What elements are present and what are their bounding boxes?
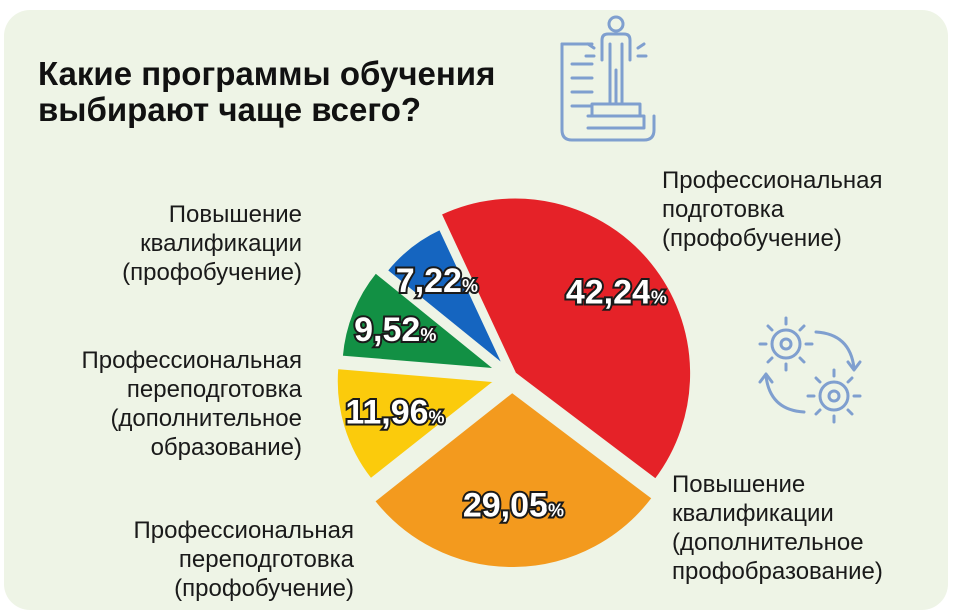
- label-qualification-upgrade-vocational: Повышение квалификации (профобучение): [122, 201, 302, 286]
- pie-slice-professional-training: [439, 196, 693, 482]
- label-retraining-additional: Профессиональная переподготовка (дополни…: [81, 347, 303, 461]
- person-on-document-icon: [560, 15, 656, 142]
- pie-slice-qualification-upgrade-vocational: [385, 227, 505, 366]
- pie-slice-retraining-additional: [340, 270, 499, 371]
- label-professional-training: Профессиональная подготовка (профобучени…: [662, 167, 883, 252]
- pie-slice-qualification-upgrade-additional: [372, 390, 654, 569]
- slice-value-professional-training: 42,24%: [566, 274, 667, 312]
- label-qualification-upgrade-additional: Повышение квалификации (дополнительное п…: [672, 471, 883, 585]
- pie-slice-retraining-vocational: [335, 367, 498, 481]
- gears-cycle-icon: [758, 316, 862, 424]
- label-retraining-vocational: Профессиональная переподготовка (профобу…: [133, 517, 355, 602]
- chart-title: Какие программы обучения выбирают чаще в…: [38, 55, 496, 128]
